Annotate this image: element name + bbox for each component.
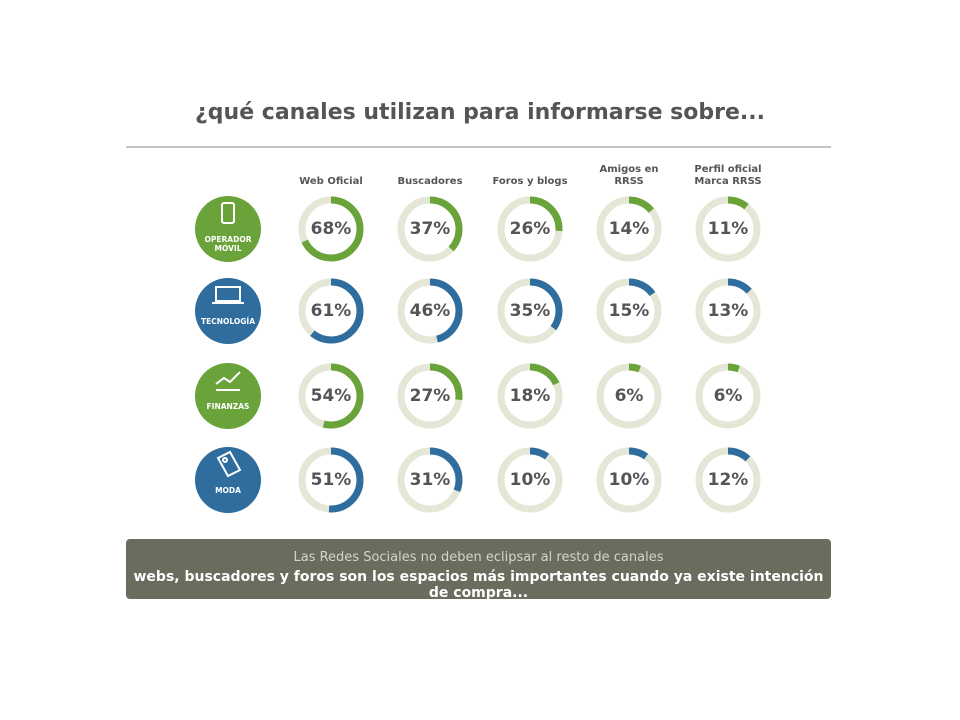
donut-arc	[298, 447, 364, 513]
value-label: 10%	[509, 470, 551, 490]
value-label: 18%	[509, 386, 551, 406]
donut-arc	[397, 196, 463, 262]
donut-arc	[596, 196, 662, 262]
value-label: 12%	[707, 470, 749, 490]
value-label: 51%	[310, 470, 352, 490]
donut-arc	[397, 363, 463, 429]
row-icon-circle	[195, 278, 261, 344]
row-label: OPERADOR MÓVIL	[204, 235, 252, 253]
value-label: 13%	[707, 301, 749, 321]
value-label: 68%	[310, 219, 352, 239]
donut-arc	[596, 447, 662, 513]
donut-arc	[397, 447, 463, 513]
value-label: 11%	[707, 219, 749, 239]
row-label: MODA	[215, 486, 241, 495]
donut-arc	[497, 278, 563, 344]
icon-shape	[215, 371, 241, 385]
value-label: 6%	[614, 386, 644, 406]
column-header: Foros y blogs	[492, 176, 568, 187]
row-label: FINANZAS	[206, 402, 250, 411]
donut-arc	[596, 278, 662, 344]
chart-title: ¿qué canales utilizan para informarse so…	[195, 100, 765, 125]
value-label: 14%	[608, 219, 650, 239]
column-header: Perfil oficial Marca RRSS	[694, 164, 762, 187]
annotation: webs, buscadores y foros son los espacio…	[133, 569, 824, 601]
icon-shape	[215, 286, 241, 302]
column-header: Amigos en RRSS	[599, 164, 659, 187]
value-label: 10%	[608, 470, 650, 490]
column-header: Web Oficial	[299, 176, 363, 187]
row-label: TECNOLOGÍA	[200, 317, 256, 326]
value-label: 6%	[713, 386, 743, 406]
value-label: 15%	[608, 301, 650, 321]
annotation: Las Redes Sociales no deben eclipsar al …	[293, 550, 664, 565]
donut-arc	[596, 363, 662, 429]
row-icon-circle	[195, 447, 261, 513]
column-header: Buscadores	[397, 176, 463, 187]
donut-arc	[695, 447, 761, 513]
donut-arc	[695, 363, 761, 429]
icon-shape	[221, 202, 235, 224]
donut-arc	[298, 278, 364, 344]
donut-arc	[298, 363, 364, 429]
footer-box	[126, 539, 831, 599]
icon-shape	[216, 450, 242, 478]
donut-arc	[695, 278, 761, 344]
donut-arc	[695, 196, 761, 262]
icons	[212, 202, 244, 478]
donut-arc	[397, 278, 463, 344]
row-icon-circle	[195, 363, 261, 429]
value-label: 27%	[409, 386, 451, 406]
donut-arc	[298, 196, 364, 262]
row-icon-circle	[195, 196, 261, 262]
value-label: 54%	[310, 386, 352, 406]
donut-arc	[497, 447, 563, 513]
value-label: 35%	[509, 301, 551, 321]
value-label: 26%	[509, 219, 551, 239]
donut-arc	[497, 363, 563, 429]
value-label: 31%	[409, 470, 451, 490]
donut-arc	[497, 196, 563, 262]
value-label: 37%	[409, 219, 451, 239]
icon-shape	[222, 457, 228, 463]
value-label: 46%	[409, 301, 451, 321]
value-label: 61%	[310, 301, 352, 321]
